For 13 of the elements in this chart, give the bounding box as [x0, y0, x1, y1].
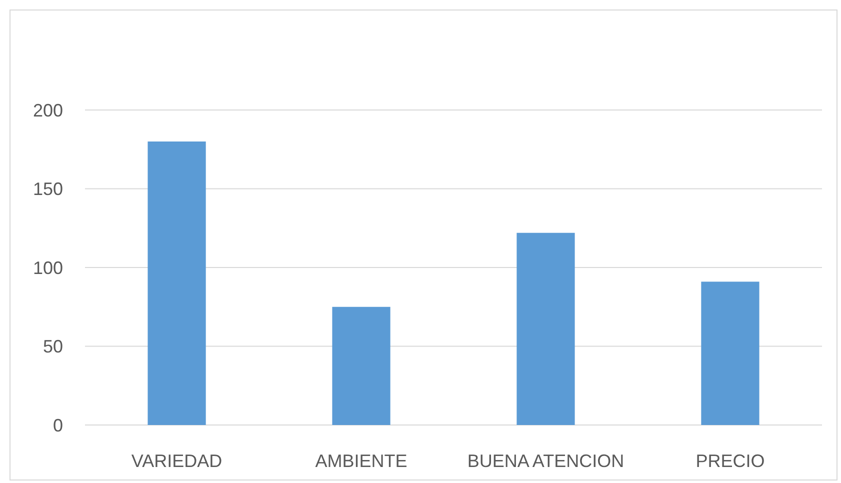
bar [332, 306, 390, 425]
y-tick-label: 50 [42, 336, 63, 357]
y-tick-label: 200 [32, 100, 63, 120]
bar [701, 282, 760, 425]
y-tick-label: 0 [52, 415, 63, 436]
x-tick-label: BUENA ATENCION [467, 451, 624, 471]
bar [516, 232, 575, 425]
x-tick-label: AMBIENTE [315, 451, 408, 471]
bar [148, 142, 206, 425]
x-tick-label: PRECIO [696, 451, 765, 471]
x-tick-label: VARIEDAD [131, 451, 222, 471]
y-tick-label: 100 [32, 258, 63, 278]
y-tick-label: 150 [32, 179, 63, 200]
